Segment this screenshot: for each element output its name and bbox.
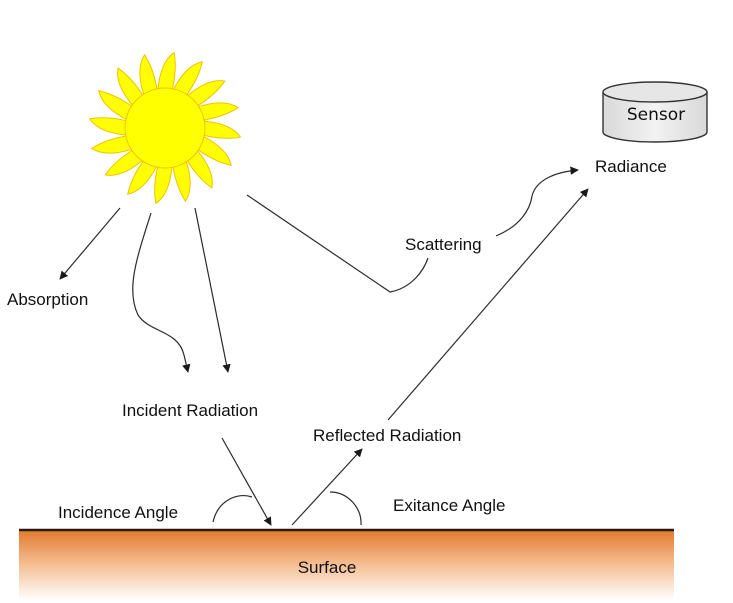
sun-ray [157, 51, 176, 92]
incident-radiation-label: Incident Radiation [122, 401, 258, 420]
radiance-label: Radiance [595, 157, 667, 176]
sun-ray [196, 102, 240, 121]
reflected-to-radiance-arrow [387, 188, 589, 421]
sun-ray [172, 61, 203, 97]
sun-ray [90, 135, 134, 154]
sun-ray [104, 148, 145, 176]
incidence-angle-label: Incidence Angle [58, 503, 178, 522]
sun-ray [196, 135, 232, 166]
sun-disc [124, 87, 206, 169]
scattering-to-radiance-arrow [495, 166, 579, 237]
reflected-arrow [291, 448, 363, 526]
scattering-path [246, 194, 429, 293]
incident-straight-arrow [194, 207, 231, 373]
sun-ray [201, 120, 242, 139]
scattering-label: Scattering [405, 235, 482, 254]
reflected-radiation-label: Reflected Radiation [313, 426, 461, 445]
incident-curved-arrow [132, 212, 191, 373]
sun-ray [185, 148, 213, 189]
sun-ray [117, 67, 145, 108]
sun-ray [185, 80, 226, 108]
incident-to-surface-arrow [221, 437, 272, 526]
incidence-angle-arc [212, 495, 253, 523]
sun-ray [154, 164, 173, 205]
surface [19, 530, 674, 600]
sensor-label: Sensor [627, 105, 685, 125]
absorption-arrow [59, 207, 121, 280]
sun-icon [88, 51, 242, 205]
exitance-angle-label: Exitance Angle [393, 496, 505, 515]
sun-ray [127, 159, 158, 195]
sun-ray [139, 53, 158, 97]
exitance-angle-arc [329, 491, 362, 526]
sun-ray [98, 90, 134, 121]
sensor-cylinder-icon [602, 81, 708, 143]
sun-ray [172, 159, 191, 203]
sun-ray [88, 117, 129, 136]
absorption-label: Absorption [7, 290, 88, 309]
surface-label: Surface [298, 558, 357, 577]
